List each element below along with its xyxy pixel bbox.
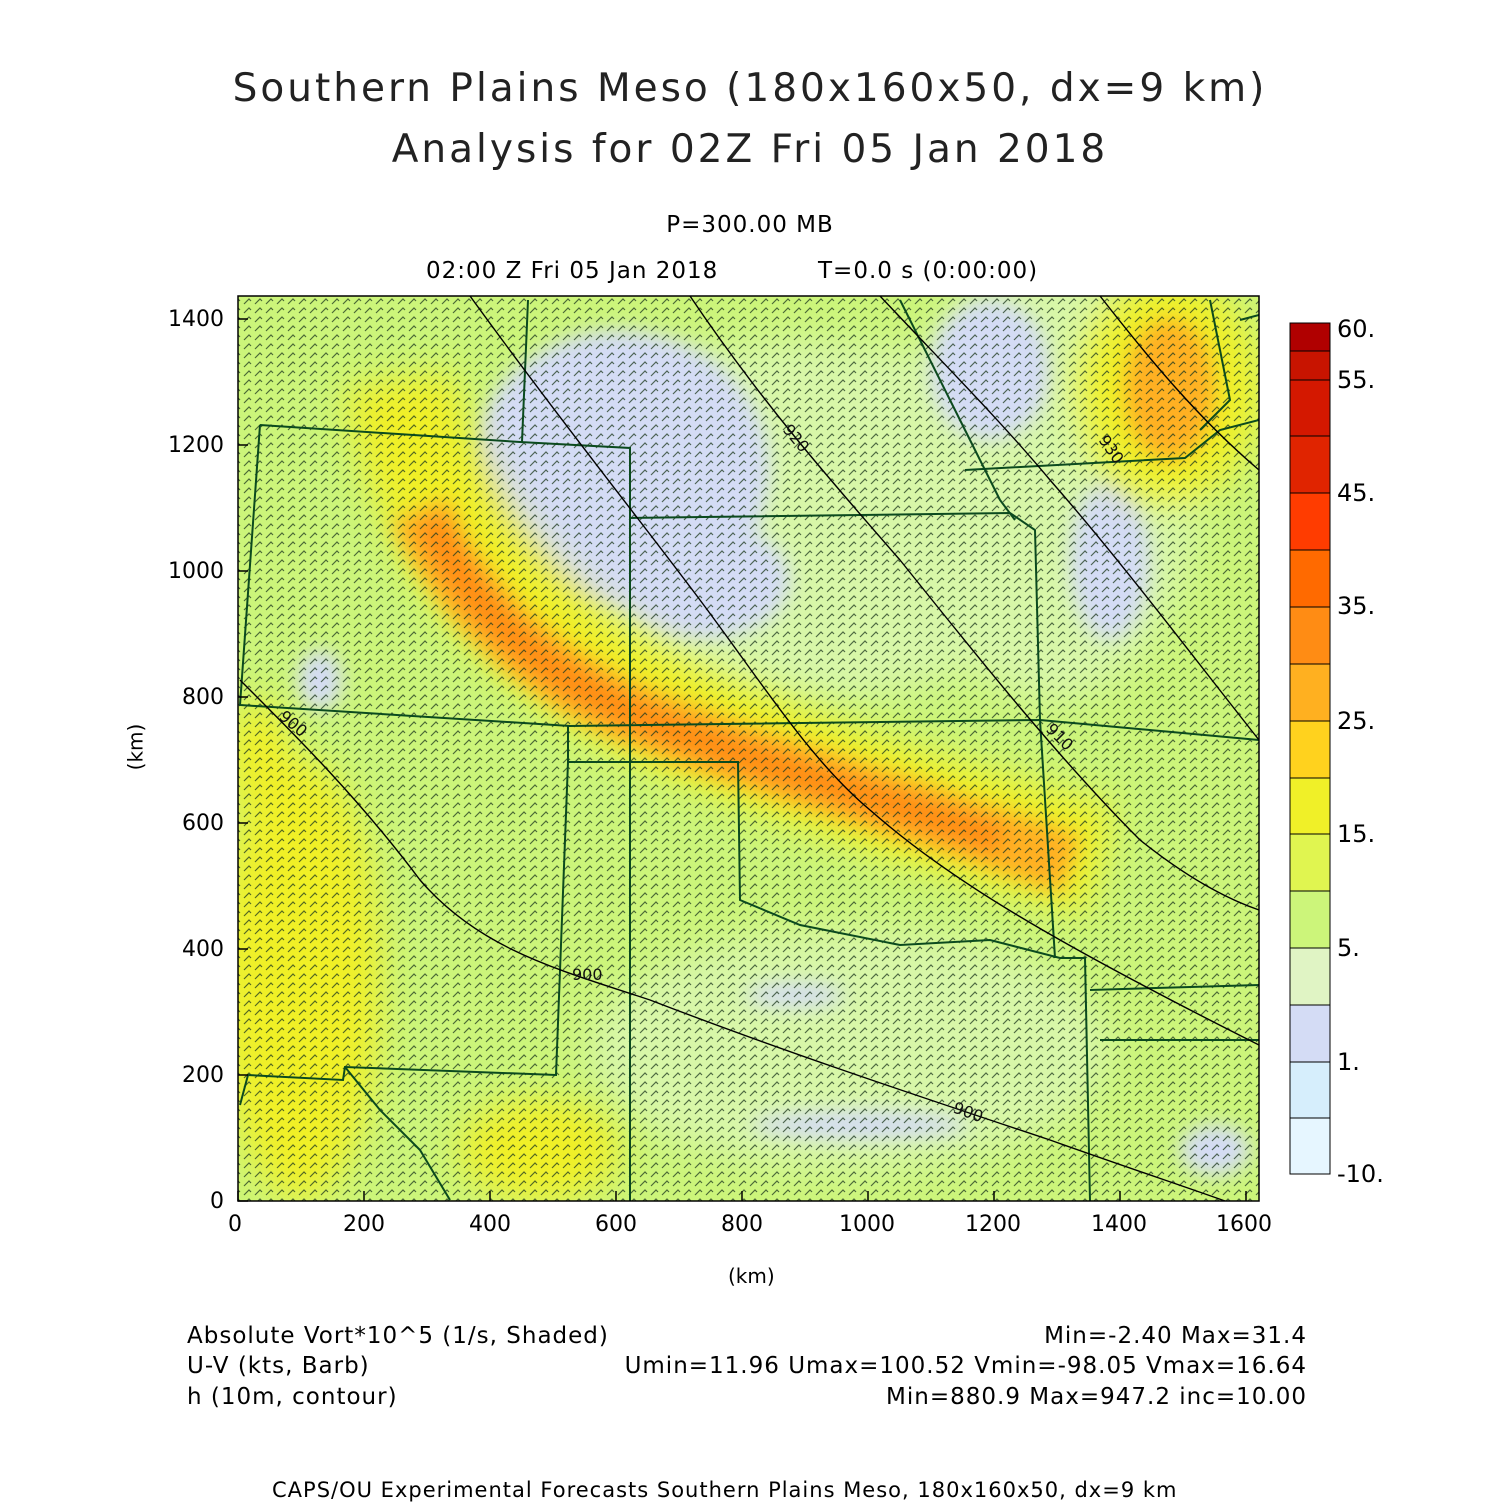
forecast-time: T=0.0 s (0:00:00) [818,258,1039,284]
vorticity-shading [238,296,1259,1201]
colorbar-label: 45. [1337,479,1376,507]
footer-credit: CAPS/OU Experimental Forecasts Southern … [272,1478,1178,1502]
x-tick-label: 800 [721,1212,763,1237]
x-tick-label: 400 [469,1212,511,1237]
x-tick-label: 1400 [1091,1212,1147,1237]
colorbar-label: 1. [1337,1048,1360,1076]
legend-vorticity-stats: Min=-2.40 Max=31.4 [1044,1323,1307,1349]
colorbar-label: 35. [1337,592,1376,620]
valid-time: 02:00 Z Fri 05 Jan 2018 [426,258,719,284]
colorbar-label: 5. [1337,934,1360,962]
x-axis-label: (km) [728,1264,775,1288]
colorbar-label: -10. [1337,1160,1384,1188]
y-tick-label: 200 [182,1063,224,1088]
y-tick-label: 1200 [168,433,224,458]
map-title-line1: Southern Plains Meso (180x160x50, dx=9 k… [232,66,1268,111]
legend-field-wind: U-V (kts, Barb) [187,1353,370,1379]
x-tick-label: 600 [595,1212,637,1237]
map-title-line2: Analysis for 02Z Fri 05 Jan 2018 [391,127,1109,172]
colorbar-label: 25. [1337,707,1376,735]
legend-height-stats: Min=880.9 Max=947.2 inc=10.00 [886,1384,1307,1410]
colorbar-label: 60. [1337,315,1376,343]
legend-field-height: h (10m, contour) [187,1384,398,1410]
legend-wind-stats: Umin=11.96 Umax=100.52 Vmin=-98.05 Vmax=… [624,1353,1307,1379]
y-tick-label: 1400 [168,307,224,332]
plot-frame [237,295,1260,1202]
x-tick-label: 1600 [1216,1212,1272,1237]
state-boundaries [238,299,1259,1201]
y-tick-label: 1000 [168,559,224,584]
y-tick-label: 600 [182,811,224,836]
pressure-level: P=300.00 MB [666,212,834,238]
x-tick-label: 0 [228,1212,242,1237]
y-tick-label: 800 [182,685,224,710]
height-contours [239,296,1259,1201]
contour-label: 900 [572,965,603,984]
x-tick-label: 1000 [839,1212,895,1237]
colorbar-label: 55. [1337,366,1376,394]
y-tick-label: 0 [210,1189,224,1214]
colorbar [1289,322,1331,1175]
x-tick-label: 1200 [965,1212,1021,1237]
colorbar-label: 15. [1337,820,1376,848]
y-tick-label: 400 [182,937,224,962]
legend-field-vorticity: Absolute Vort*10^5 (1/s, Shaded) [187,1323,609,1349]
axis-ticks [237,318,1247,1202]
x-tick-label: 200 [343,1212,385,1237]
y-axis-label: (km) [123,723,148,771]
